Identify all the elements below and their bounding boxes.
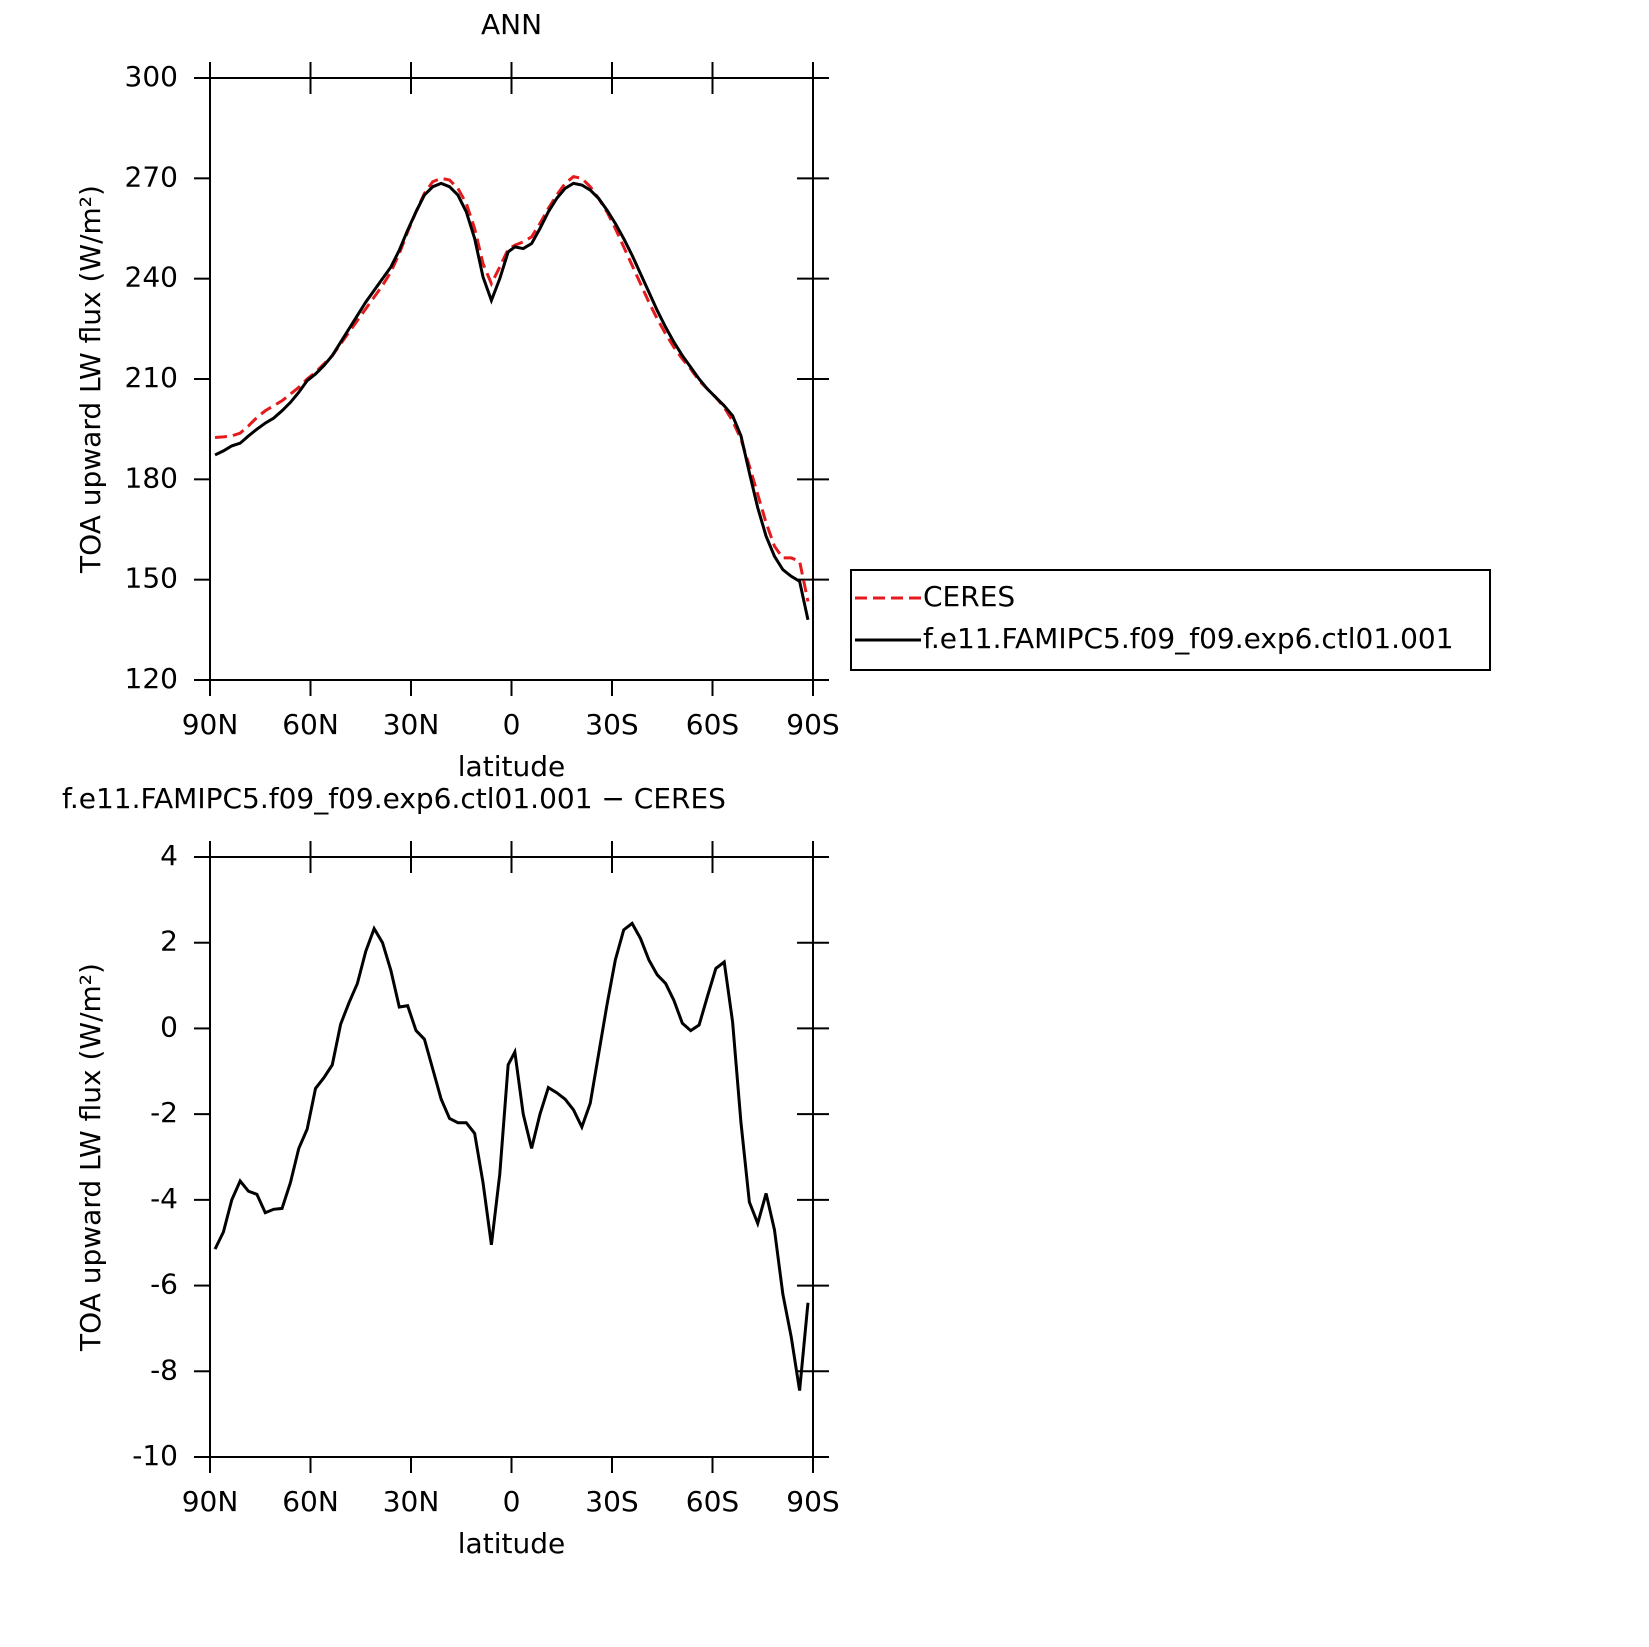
plot-frame	[209, 77, 814, 681]
y-tick-label: -2	[150, 1096, 178, 1129]
x-tick-label: 30N	[383, 708, 440, 741]
y-tick-label: 300	[125, 60, 178, 93]
x-tick-label: 90S	[786, 1485, 839, 1518]
legend-label: CERES	[923, 580, 1015, 613]
x-tick-label: 30S	[585, 1485, 638, 1518]
y-tick-label: -4	[150, 1182, 178, 1215]
x-tick-label: 90N	[182, 1485, 239, 1518]
y-tick-label: 150	[125, 562, 178, 595]
data-line	[214, 181, 810, 621]
y-tick-label: 270	[125, 160, 178, 193]
y-axis-label: TOA upward LW flux (W/m²)	[74, 963, 107, 1352]
legend-label: f.e11.FAMIPC5.f09_f09.exp6.ctl01.001	[923, 622, 1454, 655]
plot-frame	[209, 856, 814, 1458]
x-axis-label: latitude	[458, 1527, 565, 1560]
y-tick-label: 0	[160, 1010, 178, 1043]
chart-title: f.e11.FAMIPC5.f09_f09.exp6.ctl01.001 − C…	[62, 782, 726, 815]
x-tick-label: 0	[503, 708, 521, 741]
x-tick-label: 90N	[182, 708, 239, 741]
legend-box	[850, 569, 1491, 671]
x-tick-label: 60N	[282, 708, 339, 741]
x-tick-label: 90S	[786, 708, 839, 741]
y-axis-label: TOA upward LW flux (W/m²)	[74, 185, 107, 574]
y-tick-label: 240	[125, 261, 178, 294]
y-tick-label: 180	[125, 461, 178, 494]
x-tick-label: 60S	[686, 708, 739, 741]
y-tick-label: -6	[150, 1268, 178, 1301]
chart-title: ANN	[481, 8, 542, 41]
x-axis-label: latitude	[458, 750, 565, 783]
x-tick-label: 60N	[282, 1485, 339, 1518]
data-line	[213, 921, 810, 1391]
y-tick-label: 4	[160, 839, 178, 872]
y-tick-label: -10	[132, 1439, 178, 1472]
y-tick-label: 2	[160, 925, 178, 958]
x-tick-label: 0	[503, 1485, 521, 1518]
y-tick-label: 210	[125, 361, 178, 394]
y-tick-label: 120	[125, 662, 178, 695]
data-line	[214, 175, 810, 602]
x-tick-label: 30N	[383, 1485, 440, 1518]
x-tick-label: 30S	[585, 708, 638, 741]
y-tick-label: -8	[150, 1353, 178, 1386]
x-tick-label: 60S	[686, 1485, 739, 1518]
